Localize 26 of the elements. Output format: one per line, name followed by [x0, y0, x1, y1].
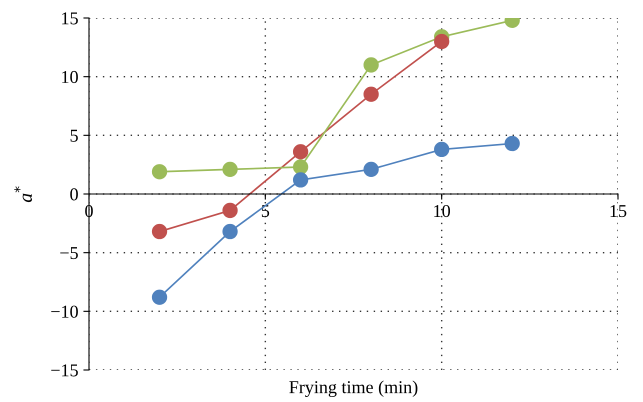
point — [434, 142, 450, 158]
point — [292, 172, 308, 188]
point — [222, 162, 238, 177]
point — [152, 290, 168, 305]
y-axis-title: a$^{*}$ — [14, 186, 32, 202]
y-tick-label: 5 — [70, 130, 78, 142]
point — [363, 86, 379, 102]
point — [363, 162, 379, 177]
y-tick-label: 15 — [62, 12, 78, 24]
point — [504, 136, 520, 152]
point — [434, 34, 450, 50]
point — [292, 144, 308, 160]
y-tick-label: −15 — [51, 364, 78, 376]
point — [152, 164, 168, 180]
y-tick-label: 10 — [62, 70, 78, 84]
y-tick-label: 0 — [70, 188, 78, 200]
y-tick-label: −10 — [51, 306, 78, 318]
point — [363, 57, 379, 73]
point — [222, 202, 238, 218]
x-axis-title: Frying time (min) — [289, 380, 418, 397]
point — [152, 224, 168, 240]
y-tick-label: −5 — [60, 247, 78, 260]
point — [292, 159, 308, 175]
x-tick-label: 10 — [434, 204, 450, 218]
x-tick-label: 15 — [610, 205, 626, 218]
point — [222, 224, 238, 240]
